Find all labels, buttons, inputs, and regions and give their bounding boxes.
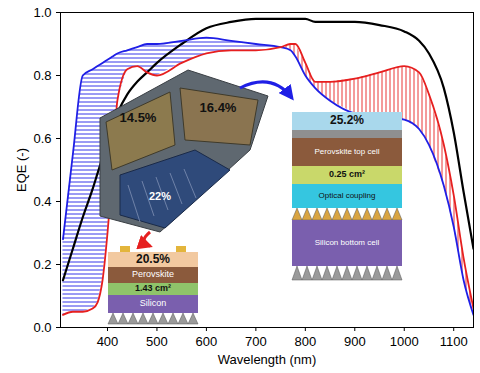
svg-text:0.2: 0.2 — [33, 257, 51, 272]
svg-text:16.4%: 16.4% — [200, 100, 237, 115]
svg-text:Silicon bottom cell: Silicon bottom cell — [315, 238, 380, 247]
svg-text:1.0: 1.0 — [33, 5, 51, 20]
svg-text:0.8: 0.8 — [33, 68, 51, 83]
svg-text:900: 900 — [344, 334, 366, 349]
svg-text:20.5%: 20.5% — [136, 252, 170, 266]
svg-text:0.4: 0.4 — [33, 194, 51, 209]
svg-text:700: 700 — [245, 334, 267, 349]
svg-text:1100: 1100 — [440, 334, 468, 349]
svg-text:22%: 22% — [149, 190, 171, 202]
svg-text:25.2%: 25.2% — [330, 113, 364, 127]
svg-text:14.5%: 14.5% — [120, 110, 157, 125]
svg-text:1000: 1000 — [390, 334, 419, 349]
svg-text:Wavelength (nm): Wavelength (nm) — [218, 352, 317, 367]
svg-text:Silicon: Silicon — [140, 298, 167, 308]
svg-text:400: 400 — [97, 334, 119, 349]
svg-text:0.0: 0.0 — [33, 320, 51, 335]
svg-text:600: 600 — [196, 334, 218, 349]
svg-text:500: 500 — [146, 334, 168, 349]
svg-text:1.43 cm²: 1.43 cm² — [135, 283, 171, 293]
svg-text:EQE (-): EQE (-) — [14, 148, 29, 192]
svg-text:0.6: 0.6 — [33, 131, 51, 146]
svg-text:0.25 cm²: 0.25 cm² — [329, 169, 365, 179]
svg-text:Optical coupling: Optical coupling — [319, 191, 376, 200]
svg-text:Perovskite top cell: Perovskite top cell — [315, 147, 380, 156]
svg-text:Perovskite: Perovskite — [132, 269, 174, 279]
svg-text:800: 800 — [294, 334, 316, 349]
